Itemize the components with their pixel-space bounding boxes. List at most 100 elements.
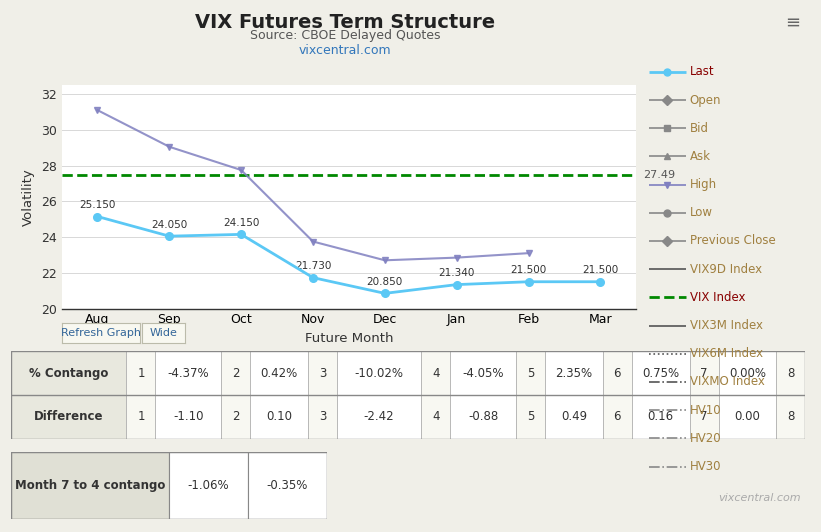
Text: -2.42: -2.42 <box>364 411 394 423</box>
Text: HV10: HV10 <box>690 404 722 417</box>
Text: 8: 8 <box>787 411 795 423</box>
Text: Bid: Bid <box>690 122 709 135</box>
Text: -0.35%: -0.35% <box>267 479 308 492</box>
Text: Open: Open <box>690 94 721 106</box>
Text: Source: CBOE Delayed Quotes: Source: CBOE Delayed Quotes <box>250 29 440 42</box>
Text: -0.88: -0.88 <box>468 411 498 423</box>
Text: 0.16: 0.16 <box>648 411 674 423</box>
Bar <box>11 351 126 395</box>
Text: Ask: Ask <box>690 150 711 163</box>
Bar <box>450 351 516 395</box>
Bar <box>545 351 603 395</box>
Y-axis label: Volatility: Volatility <box>22 168 35 226</box>
Text: 2: 2 <box>232 411 240 423</box>
Text: 25.150: 25.150 <box>80 200 116 210</box>
Bar <box>690 351 718 395</box>
Text: Low: Low <box>690 206 713 219</box>
Text: Month 7 to 4 contango: Month 7 to 4 contango <box>15 479 165 492</box>
Text: 4: 4 <box>432 367 439 379</box>
Text: Difference: Difference <box>34 411 103 423</box>
Text: ≡: ≡ <box>786 13 800 31</box>
Bar <box>11 395 126 439</box>
Text: VIX9D Index: VIX9D Index <box>690 263 762 276</box>
Text: 20.850: 20.850 <box>367 277 403 287</box>
Text: VIX Index: VIX Index <box>690 291 745 304</box>
Bar <box>421 395 450 439</box>
Text: 21.500: 21.500 <box>582 265 618 276</box>
Text: 0.10: 0.10 <box>266 411 292 423</box>
Text: vixcentral.com: vixcentral.com <box>299 44 391 56</box>
Text: 0.75%: 0.75% <box>642 367 679 379</box>
Bar <box>603 351 631 395</box>
Bar <box>545 395 603 439</box>
Text: VIX Futures Term Structure: VIX Futures Term Structure <box>195 13 495 32</box>
Bar <box>155 395 221 439</box>
Text: 3: 3 <box>319 411 326 423</box>
Text: 21.730: 21.730 <box>295 261 331 271</box>
Text: -1.06%: -1.06% <box>187 479 229 492</box>
Bar <box>221 351 250 395</box>
Text: 21.340: 21.340 <box>438 268 475 278</box>
Bar <box>169 452 248 519</box>
Text: VIX3M Index: VIX3M Index <box>690 319 763 332</box>
Bar <box>718 351 777 395</box>
Bar <box>450 395 516 439</box>
Text: 6: 6 <box>613 367 621 379</box>
Text: HV20: HV20 <box>690 432 722 445</box>
Bar <box>516 351 545 395</box>
Text: 2.35%: 2.35% <box>555 367 593 379</box>
Bar <box>603 395 631 439</box>
Text: 0.42%: 0.42% <box>260 367 298 379</box>
Text: HV30: HV30 <box>690 460 721 473</box>
Bar <box>690 395 718 439</box>
Text: 4: 4 <box>432 411 439 423</box>
Text: 24.050: 24.050 <box>151 220 187 230</box>
Bar <box>337 395 421 439</box>
Text: 21.500: 21.500 <box>511 265 547 276</box>
Text: -1.10: -1.10 <box>173 411 204 423</box>
Text: 1: 1 <box>137 411 144 423</box>
Bar <box>337 351 421 395</box>
Text: 5: 5 <box>527 367 534 379</box>
Bar <box>250 351 308 395</box>
Text: VIXMO Index: VIXMO Index <box>690 376 764 388</box>
Text: Previous Close: Previous Close <box>690 235 775 247</box>
Text: 0.00%: 0.00% <box>729 367 766 379</box>
Bar <box>718 395 777 439</box>
Text: Wide: Wide <box>149 328 177 338</box>
Text: 7: 7 <box>700 367 708 379</box>
Text: High: High <box>690 178 717 191</box>
Bar <box>155 351 221 395</box>
Bar <box>248 452 327 519</box>
Bar <box>308 351 337 395</box>
Bar <box>631 351 690 395</box>
Text: 6: 6 <box>613 411 621 423</box>
Text: 24.150: 24.150 <box>223 218 259 228</box>
Text: -10.02%: -10.02% <box>355 367 404 379</box>
Text: 5: 5 <box>527 411 534 423</box>
Text: -4.05%: -4.05% <box>462 367 504 379</box>
Bar <box>221 395 250 439</box>
Bar <box>11 452 169 519</box>
Text: Last: Last <box>690 65 714 78</box>
Bar <box>126 395 155 439</box>
Text: 1: 1 <box>137 367 144 379</box>
Bar <box>777 395 805 439</box>
Text: -4.37%: -4.37% <box>167 367 209 379</box>
Text: VIX6M Index: VIX6M Index <box>690 347 763 360</box>
Bar <box>126 351 155 395</box>
Text: 27.49: 27.49 <box>644 170 676 180</box>
Text: % Contango: % Contango <box>29 367 108 379</box>
Bar <box>250 395 308 439</box>
Text: 8: 8 <box>787 367 795 379</box>
Bar <box>777 351 805 395</box>
Text: 0.49: 0.49 <box>561 411 587 423</box>
Text: Refresh Graph: Refresh Graph <box>61 328 140 338</box>
Text: 7: 7 <box>700 411 708 423</box>
Text: 3: 3 <box>319 367 326 379</box>
Bar <box>421 351 450 395</box>
Bar <box>516 395 545 439</box>
Bar <box>631 395 690 439</box>
Text: 0.00: 0.00 <box>735 411 760 423</box>
Text: 2: 2 <box>232 367 240 379</box>
